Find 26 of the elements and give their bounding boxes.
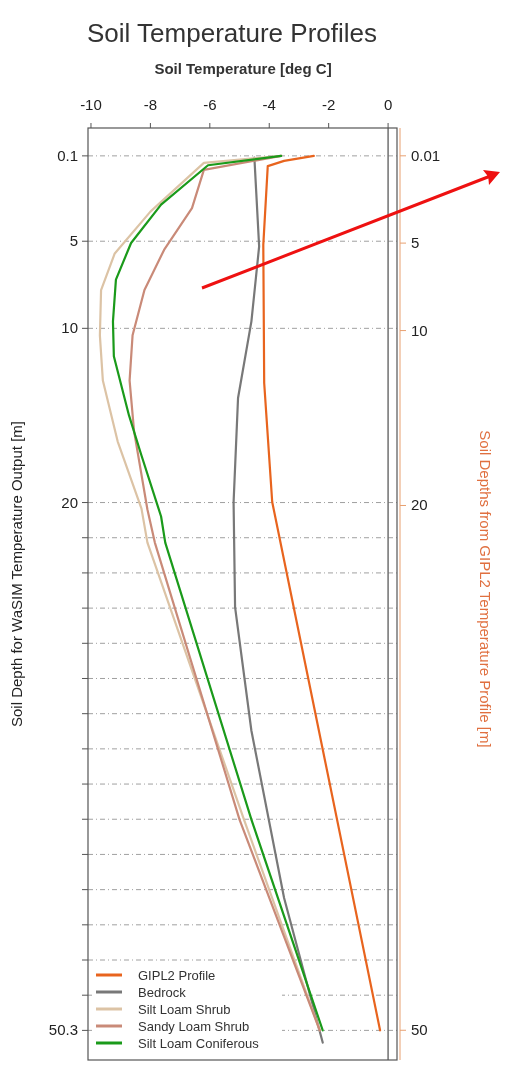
x-tick-label: -8 xyxy=(143,96,158,113)
legend-label: Bedrock xyxy=(138,985,187,1000)
x-tick-label: 0 xyxy=(383,96,393,113)
x-axis-title: Soil Temperature [deg C] xyxy=(154,60,332,77)
x-tick-label: -6 xyxy=(203,96,217,113)
y-tick-label: 5 xyxy=(69,232,78,250)
x-tick-label: -10 xyxy=(80,96,102,113)
x-tick-label: -4 xyxy=(262,96,276,113)
legend-label: Silt Loam Coniferous xyxy=(138,1036,260,1051)
y-tick-label: 50.3 xyxy=(48,1021,78,1039)
y-tick-label: 20 xyxy=(61,493,78,511)
y2-tick-label: 10 xyxy=(411,321,428,339)
y-tick-label: 10 xyxy=(61,319,78,337)
y2-tick-label: 5 xyxy=(411,234,420,252)
y2-tick-label: 0.01 xyxy=(411,146,441,164)
legend-label: Sandy Loam Shrub xyxy=(138,1019,250,1034)
y-tick-label: 0.1 xyxy=(57,146,78,164)
y2-tick-label: 50 xyxy=(411,1021,428,1039)
x-tick-label: -2 xyxy=(321,96,336,113)
line-series xyxy=(262,154,382,1032)
y2-axis-title: Soil Depths from GIPL2 Temperature Profile [m] xyxy=(477,430,494,748)
chart-title: Soil Temperature Profiles xyxy=(87,18,377,48)
y2-tick-label: 20 xyxy=(411,496,428,514)
y-axis-title: Soil Depth for WaSIM Temperature Output [m] xyxy=(8,421,25,727)
legend-label: GIPL2 Profile xyxy=(138,968,216,983)
legend-label: Silt Loam Shrub xyxy=(138,1002,231,1017)
